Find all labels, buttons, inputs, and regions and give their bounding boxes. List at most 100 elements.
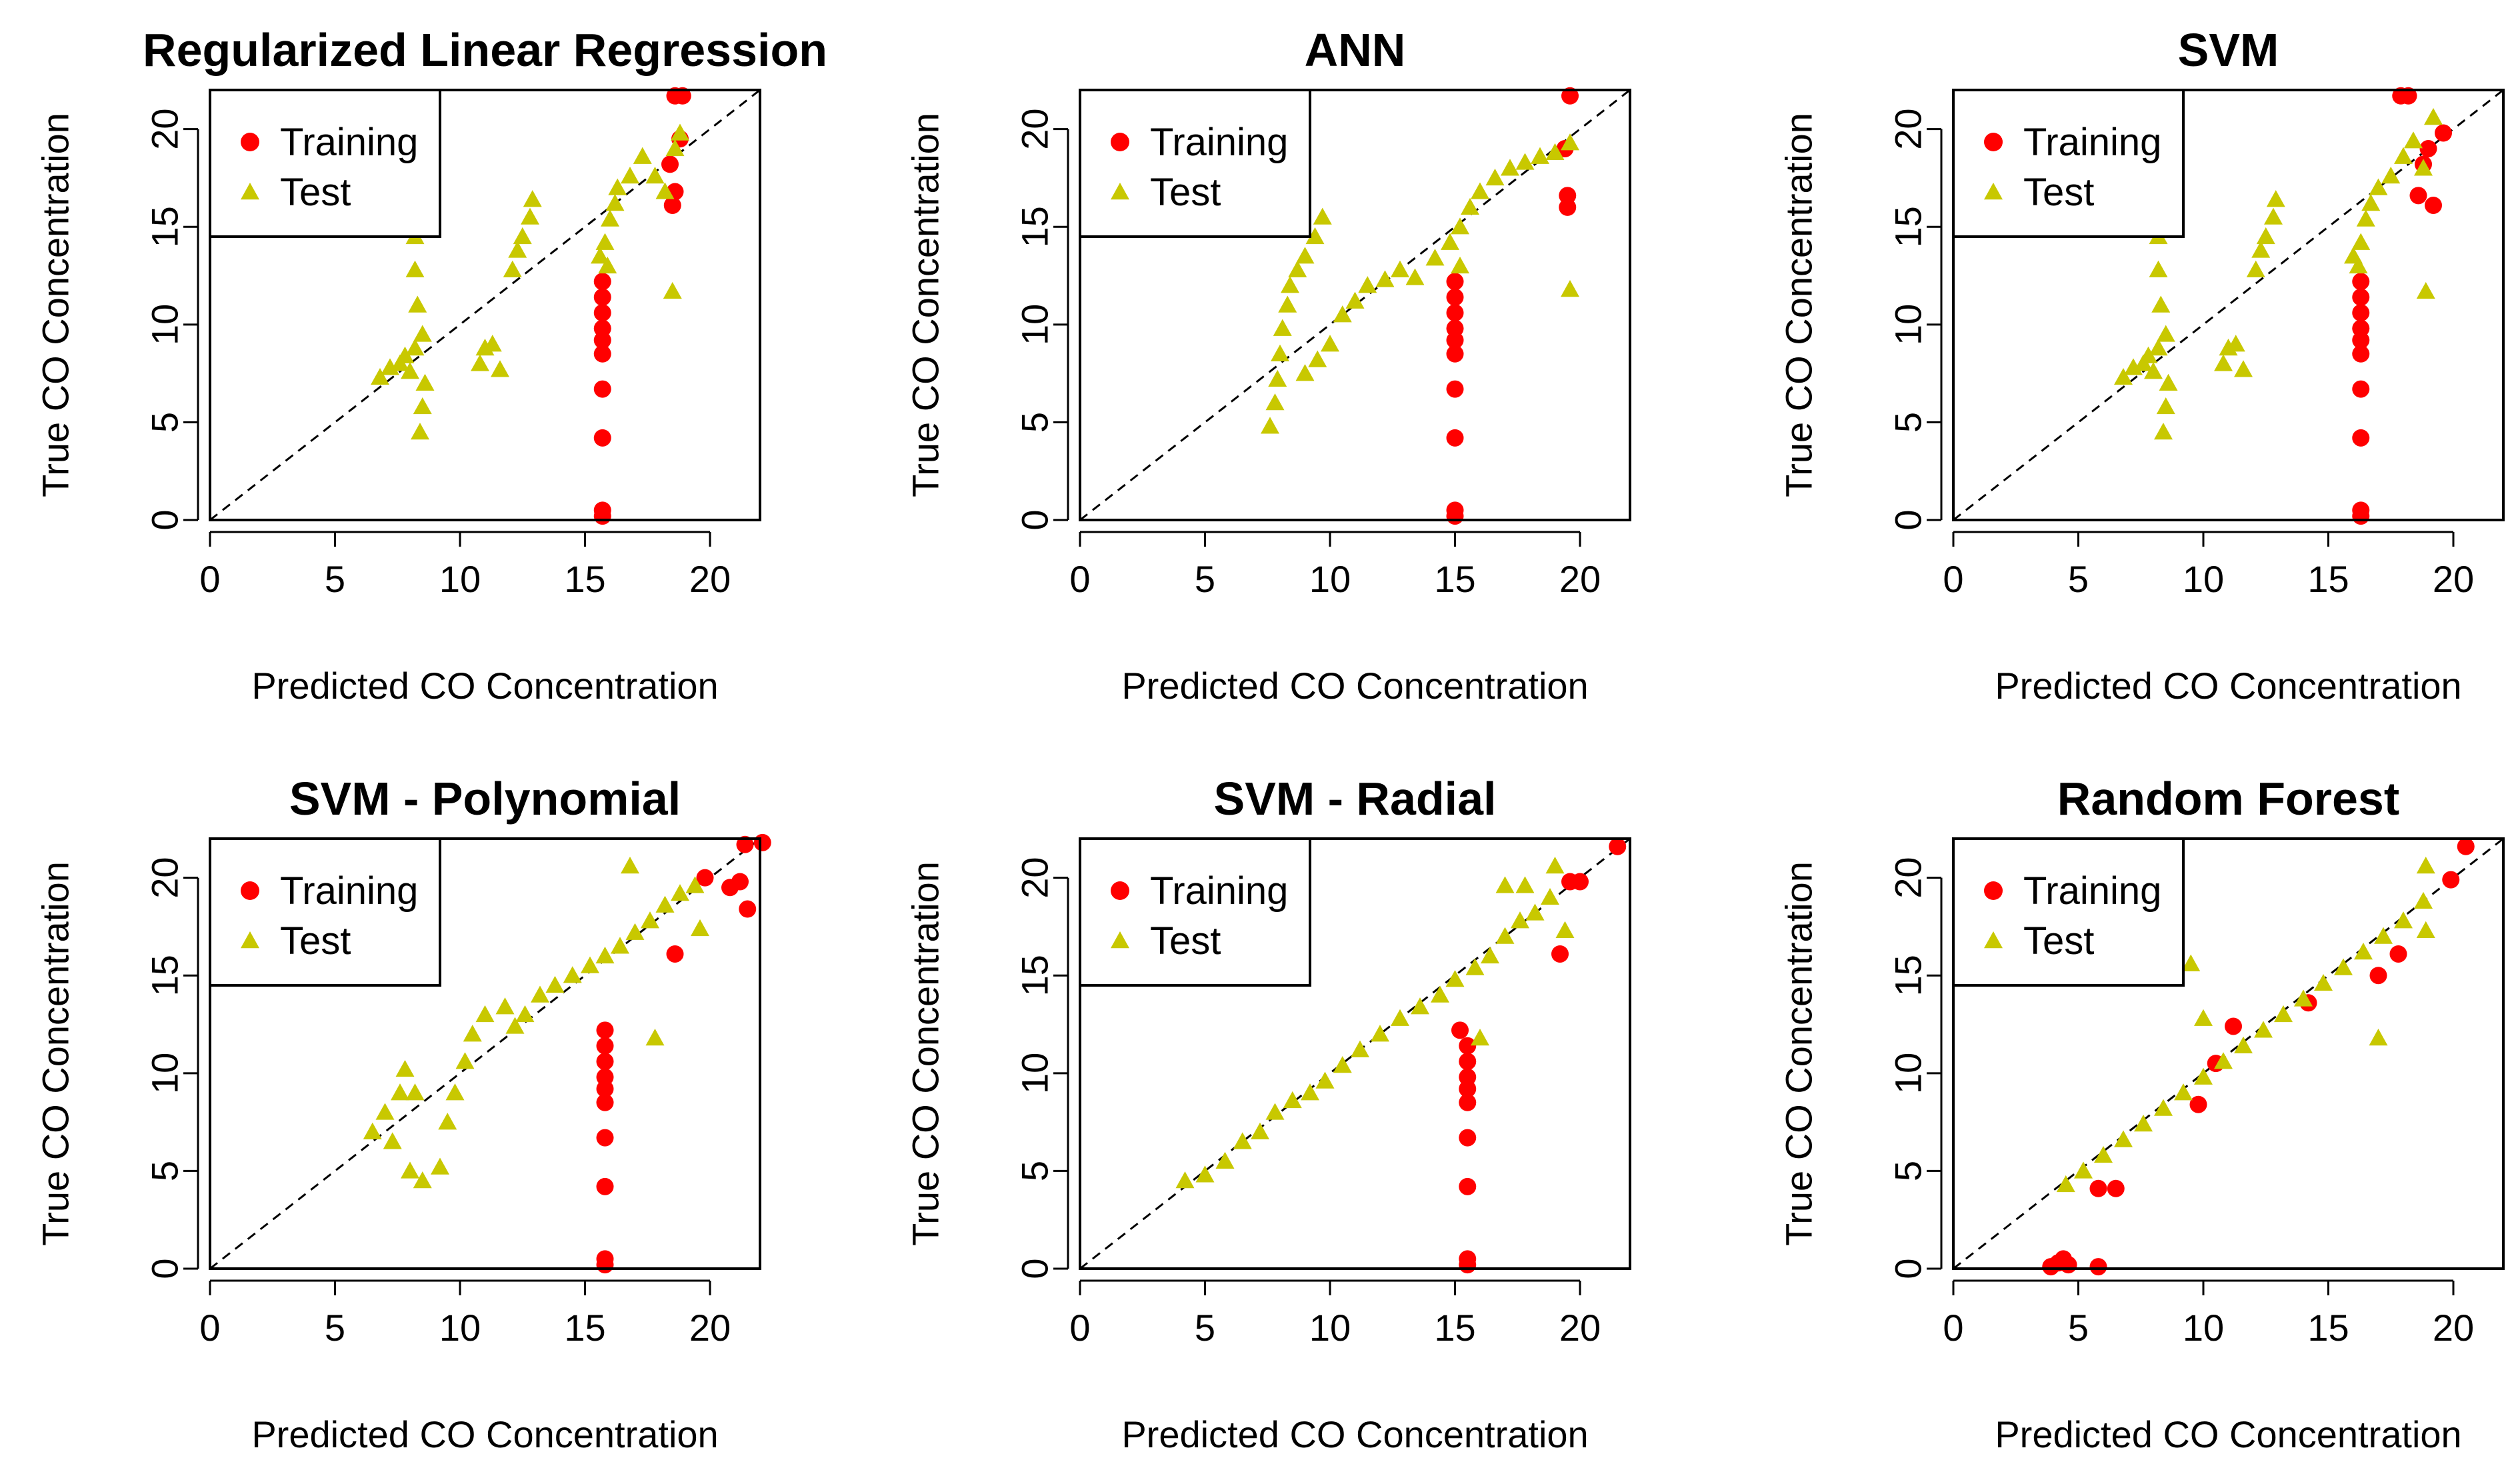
y-axis: 0 5 10 15 20 <box>144 857 199 1279</box>
test-point <box>2174 1083 2193 1101</box>
legend-box <box>209 89 441 238</box>
training-point <box>596 1037 614 1055</box>
legend-label-test: Test <box>2023 919 2094 963</box>
test-point <box>1411 997 1429 1015</box>
test-point <box>545 975 565 993</box>
test-point <box>2361 194 2381 211</box>
x-axis: 0 5 10 15 20 <box>199 531 731 600</box>
test-point <box>2314 973 2333 991</box>
test-point <box>2251 241 2271 258</box>
test-point <box>2194 1067 2213 1085</box>
test-point <box>611 937 629 954</box>
legend: Training Test <box>1952 837 2185 987</box>
test-point <box>2246 260 2265 277</box>
x-tick-label: 15 <box>1434 1307 1475 1349</box>
x-tick-label: 10 <box>439 1307 481 1349</box>
training-point <box>731 873 749 891</box>
test-point <box>1333 1056 1352 1073</box>
training-point <box>1446 501 1464 519</box>
training-point <box>736 835 754 853</box>
test-point <box>411 423 429 440</box>
test-point <box>1425 249 1445 266</box>
legend-label-training: Training <box>1150 121 1288 164</box>
x-tick-label: 5 <box>2068 558 2089 600</box>
legend-label-test: Test <box>280 919 351 963</box>
legend-training-marker <box>1984 133 2003 151</box>
test-point <box>621 167 639 184</box>
training-point <box>661 155 679 173</box>
legend-label-test: Test <box>1150 919 1221 963</box>
test-point <box>1305 227 1325 245</box>
test-point <box>598 256 617 274</box>
y-axis-label: True CO Concentration <box>1778 861 1820 1246</box>
legend: Training Test <box>209 837 441 987</box>
test-point <box>505 1017 525 1034</box>
legend-training-marker <box>241 881 259 900</box>
x-tick-label: 15 <box>2307 558 2349 600</box>
test-point <box>1441 233 1459 250</box>
y-tick-label: 20 <box>144 857 186 898</box>
test-point <box>1511 911 1529 929</box>
chart-panel-2: ANN 0 5 10 15 20 Predicted CO Concentration 0 5 1… <box>905 24 1631 707</box>
training-point <box>1446 429 1464 447</box>
test-point <box>1358 276 1377 293</box>
test-point <box>581 956 599 973</box>
x-tick-label: 15 <box>564 558 605 600</box>
chart-panel-1: Regularized Linear Regression 0 5 10 15 20 Pre… <box>35 24 827 707</box>
test-point <box>531 985 549 1003</box>
test-point <box>1531 147 1549 164</box>
y-tick-label: 0 <box>1014 509 1056 530</box>
training-point <box>739 900 757 918</box>
y-tick-label: 10 <box>1887 304 1929 345</box>
training-point <box>1446 304 1464 322</box>
training-point <box>596 1053 614 1071</box>
series-test <box>371 123 689 440</box>
y-tick-label: 10 <box>144 1053 186 1094</box>
test-point <box>471 354 489 371</box>
y-tick-label: 20 <box>1014 108 1056 149</box>
training-point <box>596 1068 614 1086</box>
test-point <box>395 346 415 363</box>
series-test <box>2056 857 2435 1193</box>
test-point <box>483 335 502 352</box>
legend-box <box>209 837 441 987</box>
test-point <box>2194 1009 2213 1026</box>
test-point <box>415 373 435 391</box>
training-point <box>1446 345 1464 363</box>
test-point <box>1288 260 1307 277</box>
legend-training-marker <box>241 133 259 151</box>
training-point <box>593 380 611 398</box>
x-tick-label: 10 <box>439 558 481 600</box>
training-point <box>673 87 691 105</box>
test-point <box>608 178 627 195</box>
test-point <box>625 923 645 940</box>
legend-box <box>1952 89 2185 238</box>
y-tick-label: 15 <box>1887 206 1929 247</box>
test-point <box>1268 369 1287 387</box>
test-point <box>2334 958 2353 975</box>
legend-label-training: Training <box>280 121 418 164</box>
legend-training-marker <box>1111 881 1129 900</box>
test-point <box>2214 1052 2233 1069</box>
test-point <box>1525 903 1545 921</box>
y-axis: 0 5 10 15 20 <box>1887 108 1943 531</box>
test-point <box>495 997 515 1015</box>
test-point <box>2416 921 2435 938</box>
test-point <box>663 281 682 299</box>
legend-test-marker <box>241 931 259 949</box>
test-point <box>515 1005 535 1023</box>
y-axis-label: True CO Concentration <box>905 861 947 1246</box>
legend-box <box>1079 89 1311 238</box>
training-point <box>2059 1256 2077 1274</box>
x-tick-label: 20 <box>2433 1307 2474 1349</box>
series-test <box>363 857 709 1189</box>
legend-label-test: Test <box>280 171 351 214</box>
x-tick-label: 10 <box>2183 1307 2224 1349</box>
y-tick-label: 15 <box>1887 955 1929 996</box>
test-point <box>371 367 389 385</box>
test-point <box>1375 270 1395 287</box>
test-point <box>438 1113 457 1130</box>
test-point <box>401 1161 419 1179</box>
series-training <box>1451 837 1627 1274</box>
legend: Training Test <box>1079 89 1311 238</box>
